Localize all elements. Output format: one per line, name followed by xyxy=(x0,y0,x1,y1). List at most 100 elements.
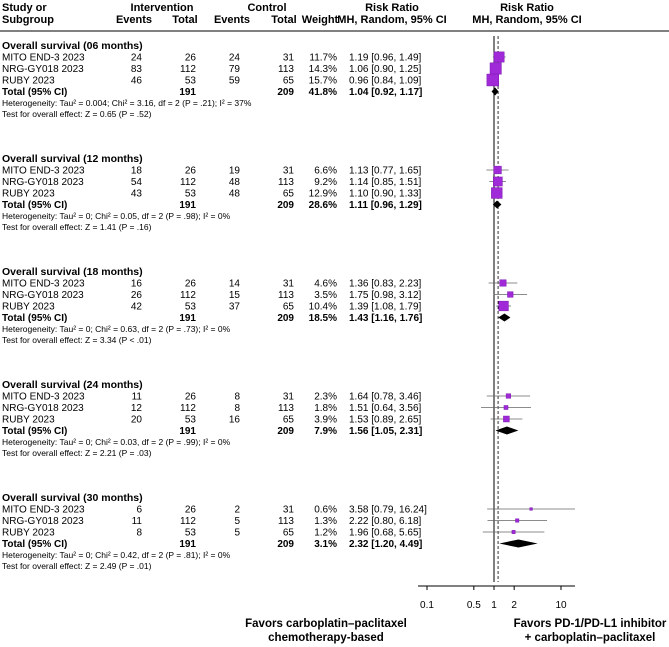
study-name: MITO END-3 2023 xyxy=(2,279,85,290)
events-control: 5 xyxy=(234,528,240,539)
total-label: Total (95% CI) xyxy=(2,200,67,211)
total-intervention: 26 xyxy=(185,505,197,516)
weight: 10.4% xyxy=(309,302,337,313)
pooled-diamond xyxy=(495,426,519,435)
total-intervention: 26 xyxy=(185,166,197,177)
risk-ratio-ci: 0.96 [0.84, 1.09] xyxy=(349,76,422,87)
header-intervention: Intervention xyxy=(131,2,194,14)
header-subgroup: Subgroup xyxy=(2,14,54,26)
header-study: Study or xyxy=(2,2,47,14)
header-events-1: Events xyxy=(116,14,152,26)
total-intervention: 26 xyxy=(185,392,197,403)
events-intervention: 83 xyxy=(131,64,143,75)
effect-square xyxy=(498,300,509,312)
header-weight: Weight xyxy=(302,14,339,26)
total-intervention: 53 xyxy=(185,76,197,87)
overall-effect-text: Test for overall effect: Z = 3.34 (P < .… xyxy=(2,335,152,345)
total-intervention: 112 xyxy=(180,177,196,188)
events-control: 2 xyxy=(234,505,240,516)
study-name: MITO END-3 2023 xyxy=(2,392,85,403)
events-intervention: 6 xyxy=(136,505,142,516)
total-control-sum: 209 xyxy=(277,200,294,211)
study-name: NRG-GY018 2023 xyxy=(2,177,84,188)
weight: 3.9% xyxy=(314,415,337,426)
group-title: Overall survival (06 months) xyxy=(2,40,143,52)
effect-square xyxy=(499,279,507,287)
total-intervention: 53 xyxy=(185,415,197,426)
effect-square xyxy=(493,176,503,187)
effect-square xyxy=(515,518,520,523)
risk-ratio-ci: 1.19 [0.96, 1.49] xyxy=(349,53,422,64)
effect-square xyxy=(493,51,505,63)
risk-ratio-ci: 1.14 [0.85, 1.51] xyxy=(349,177,422,188)
events-intervention: 18 xyxy=(131,166,143,177)
total-weight: 18.5% xyxy=(309,313,337,324)
study-name: NRG-GY018 2023 xyxy=(2,290,84,301)
x-axis-tick-label: 10 xyxy=(555,600,567,611)
total-control: 31 xyxy=(283,392,295,403)
weight: 15.7% xyxy=(309,76,337,87)
x-axis-tick-label: 2 xyxy=(511,600,517,611)
total-intervention: 112 xyxy=(180,516,196,527)
total-control: 65 xyxy=(283,189,295,200)
total-control: 113 xyxy=(278,403,294,414)
total-control: 31 xyxy=(283,279,295,290)
total-weight: 28.6% xyxy=(309,200,337,211)
effect-square xyxy=(529,507,533,511)
group-title: Overall survival (12 months) xyxy=(2,153,143,165)
overall-effect-text: Test for overall effect: Z = 2.21 (P = .… xyxy=(2,448,152,458)
study-name: RUBY 2023 xyxy=(2,189,55,200)
header-risk-ratio: Risk Ratio xyxy=(365,2,419,14)
total-intervention: 26 xyxy=(185,279,197,290)
total-intervention: 53 xyxy=(185,189,197,200)
study-name: NRG-GY018 2023 xyxy=(2,516,84,527)
effect-square xyxy=(491,187,503,199)
effect-square xyxy=(503,415,510,423)
risk-ratio-ci: 1.36 [0.83, 2.23] xyxy=(349,279,422,290)
effect-square xyxy=(503,405,509,410)
events-intervention: 16 xyxy=(131,279,143,290)
total-control: 31 xyxy=(283,166,295,177)
weight: 2.3% xyxy=(314,392,337,403)
pooled-diamond xyxy=(499,539,538,548)
total-risk-ratio-ci: 2.32 [1.20, 4.49] xyxy=(349,539,422,550)
group-title: Overall survival (18 months) xyxy=(2,266,143,278)
risk-ratio-ci: 2.22 [0.80, 6.18] xyxy=(349,516,422,527)
total-intervention: 53 xyxy=(185,302,197,313)
weight: 1.2% xyxy=(314,528,337,539)
overall-effect-text: Test for overall effect: Z = 2.49 (P = .… xyxy=(2,561,152,571)
overall-effect-text: Test for overall effect: Z = 1.41 (P = .… xyxy=(2,222,152,232)
study-name: MITO END-3 2023 xyxy=(2,505,85,516)
total-control: 65 xyxy=(283,76,295,87)
weight: 6.6% xyxy=(314,166,337,177)
risk-ratio-ci: 1.06 [0.90, 1.25] xyxy=(349,64,422,75)
events-intervention: 12 xyxy=(131,403,143,414)
risk-ratio-ci: 1.13 [0.77, 1.65] xyxy=(349,166,422,177)
favors-left-label-1: Favors carboplatin–paclitaxel xyxy=(245,618,407,630)
events-intervention: 24 xyxy=(131,53,143,64)
weight: 12.9% xyxy=(309,189,337,200)
risk-ratio-ci: 1.53 [0.89, 2.65] xyxy=(349,415,422,426)
header-plot-risk-ratio: Risk Ratio xyxy=(500,2,554,14)
favors-left-label-2: chemotherapy-based xyxy=(268,632,384,644)
overall-effect-text: Test for overall effect: Z = 0.65 (P = .… xyxy=(2,109,152,119)
risk-ratio-ci: 1.51 [0.64, 3.56] xyxy=(349,403,422,414)
total-label: Total (95% CI) xyxy=(2,313,67,324)
total-intervention-sum: 191 xyxy=(179,426,196,437)
total-control: 113 xyxy=(278,290,294,301)
effect-square xyxy=(507,291,514,298)
events-intervention: 8 xyxy=(136,528,142,539)
total-intervention-sum: 191 xyxy=(179,313,196,324)
events-control: 59 xyxy=(229,76,241,87)
weight: 14.3% xyxy=(309,64,337,75)
heterogeneity-text: Heterogeneity: Tau² = 0; Chi² = 0.63, df… xyxy=(2,324,231,334)
study-name: RUBY 2023 xyxy=(2,528,55,539)
events-control: 19 xyxy=(229,166,241,177)
events-intervention: 11 xyxy=(132,516,143,527)
effect-square xyxy=(486,73,500,87)
weight: 1.8% xyxy=(314,403,337,414)
total-intervention-sum: 191 xyxy=(179,87,196,98)
total-intervention: 26 xyxy=(185,53,197,64)
weight: 1.3% xyxy=(314,516,337,527)
